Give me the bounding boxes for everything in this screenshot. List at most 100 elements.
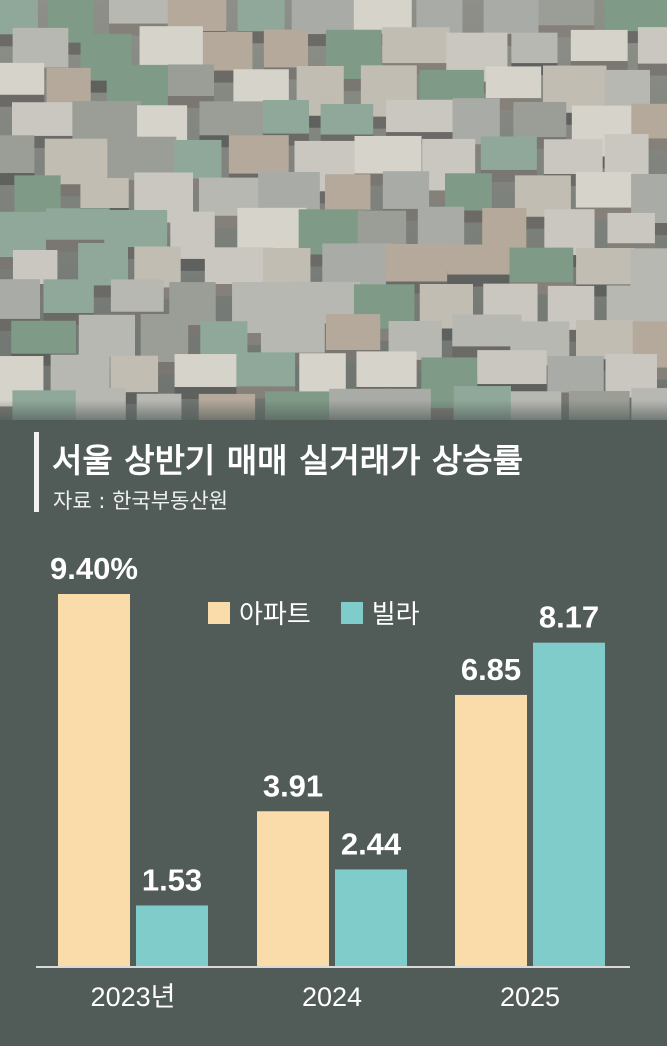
building-roof — [237, 0, 285, 32]
building-roof — [263, 248, 311, 286]
data-label-apartment-2: 6.85 — [461, 652, 521, 687]
building-roof — [78, 314, 136, 357]
building-roof — [0, 211, 47, 258]
building-roof — [477, 350, 547, 385]
building-roof — [607, 212, 655, 244]
building-roof — [236, 352, 296, 387]
building-roof — [606, 285, 667, 322]
building-roof — [291, 0, 354, 35]
building-roof — [324, 174, 371, 210]
data-label-villa-1: 2.44 — [341, 826, 402, 861]
building-roof — [630, 248, 667, 292]
building-roof — [140, 314, 189, 362]
building-roof — [604, 0, 667, 32]
building-roof — [637, 27, 667, 64]
building-roof — [480, 136, 537, 170]
legend: 아파트 빌라 — [208, 594, 450, 631]
aerial-city-illustration — [0, 0, 667, 420]
legend-swatch-apartment — [208, 601, 230, 624]
building-roof — [108, 0, 171, 24]
building-roof — [576, 248, 635, 285]
building-roof — [0, 135, 35, 174]
building-roof — [575, 172, 632, 208]
building-roof — [386, 99, 454, 133]
building-roof — [543, 139, 603, 175]
building-roof — [80, 177, 129, 209]
building-roof — [452, 314, 522, 347]
building-roof — [262, 100, 310, 134]
building-roof — [604, 69, 651, 109]
building-roof — [320, 103, 374, 135]
x-tick-label-1: 2024 — [302, 982, 362, 1012]
bar-apartment-0 — [58, 594, 130, 966]
building-roof — [174, 354, 237, 387]
bar-villa-2 — [533, 642, 605, 966]
building-roof — [382, 171, 430, 209]
building-roof — [167, 64, 215, 96]
aerial-city-photo — [0, 0, 667, 420]
data-label-villa-2: 8.17 — [539, 600, 599, 635]
building-roof — [509, 247, 574, 283]
building-roof — [0, 279, 40, 319]
building-roof — [576, 320, 634, 360]
building-roof — [385, 243, 451, 282]
building-roof — [325, 314, 381, 350]
legend-label-apartment: 아파트 — [239, 600, 311, 630]
building-roof — [228, 135, 289, 174]
building-roof — [104, 209, 168, 248]
building-roof — [604, 134, 649, 175]
building-roof — [14, 175, 61, 213]
building-roof — [263, 29, 309, 68]
building-roof — [204, 247, 274, 285]
building-roof — [447, 244, 516, 275]
building-roof — [445, 173, 492, 211]
building-roof — [110, 355, 159, 393]
building-roof — [631, 103, 667, 139]
chart-source: 자료 : 한국부동산원 — [53, 489, 228, 513]
data-label-apartment-1: 3.91 — [263, 768, 323, 803]
legend-swatch-villa — [340, 601, 363, 624]
bar-villa-0 — [136, 905, 208, 966]
building-roof — [547, 356, 604, 393]
building-roof — [483, 0, 544, 35]
building-roof — [200, 321, 248, 359]
building-roof — [0, 62, 45, 95]
x-tick-label-2: 2025 — [500, 982, 560, 1012]
building-roof — [45, 208, 110, 240]
building-roof — [72, 101, 142, 143]
building-roof — [12, 27, 69, 68]
building-roof — [356, 351, 417, 387]
building-roof — [199, 101, 266, 136]
building-roof — [511, 32, 558, 64]
building-roof — [110, 279, 164, 312]
building-roof — [43, 279, 94, 313]
bar-apartment-1 — [257, 811, 329, 966]
building-roof — [139, 26, 203, 71]
building-roof — [260, 314, 325, 353]
building-roof — [78, 242, 129, 286]
bar-villa-1 — [335, 869, 407, 966]
building-roof — [12, 249, 58, 285]
building-roof — [382, 27, 450, 64]
legend-label-villa: 빌라 — [371, 600, 420, 630]
building-roof — [12, 102, 74, 136]
title-accent-bar — [34, 432, 39, 512]
building-roof — [513, 101, 567, 138]
building-roof — [174, 139, 222, 179]
building-roof — [538, 0, 595, 26]
building-roof — [50, 354, 110, 393]
building-roof — [417, 206, 465, 247]
data-label-apartment-0: 9.40% — [50, 551, 138, 586]
chart-title: 서울 상반기 매매 실거래가 상승률 — [52, 441, 523, 480]
building-roof — [202, 31, 253, 71]
building-roof — [570, 29, 628, 62]
building-roof — [354, 135, 422, 174]
building-roof — [167, 0, 227, 32]
x-tick-label-0: 2023년 — [91, 982, 176, 1012]
building-roof — [11, 320, 76, 354]
building-roof — [544, 209, 595, 256]
bar-apartment-2 — [455, 694, 527, 966]
data-label-villa-0: 1.53 — [142, 862, 202, 897]
building-roof — [485, 66, 542, 99]
